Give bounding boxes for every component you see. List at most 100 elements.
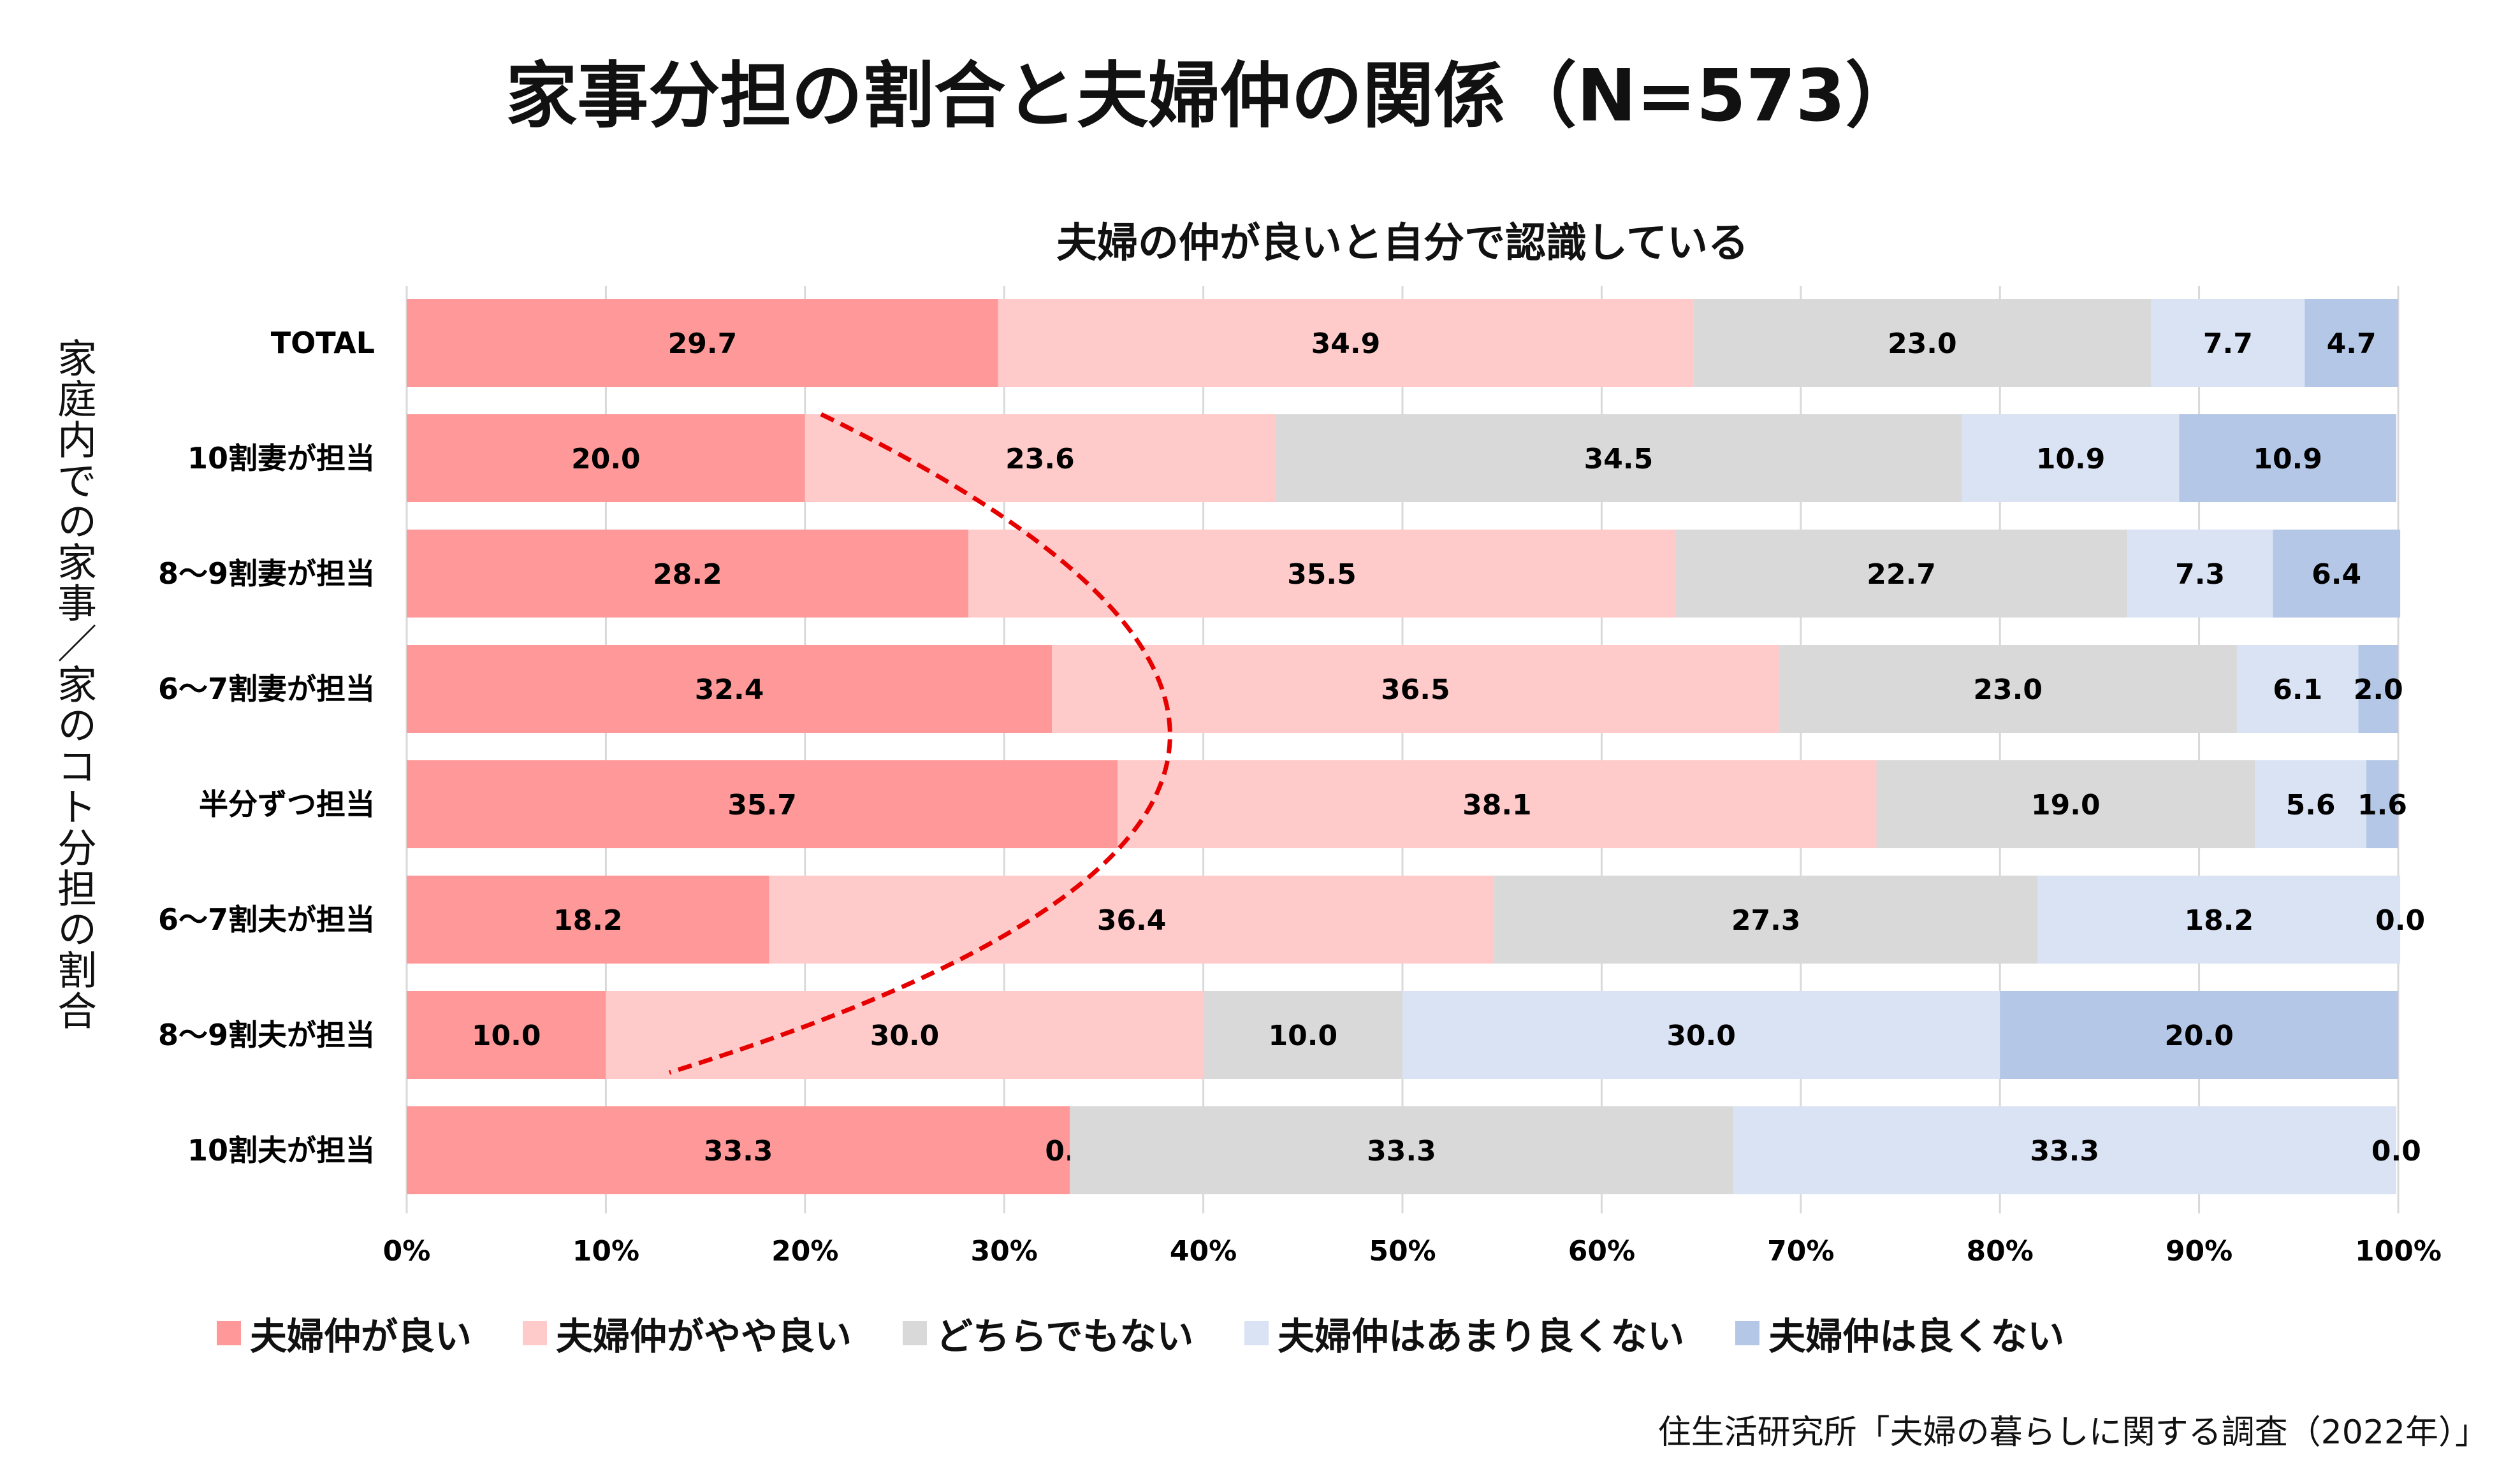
bar-segment xyxy=(407,991,606,1079)
bar-segment xyxy=(407,645,1052,733)
bar-segment xyxy=(407,299,998,387)
x-tick-label: 10% xyxy=(572,1235,639,1268)
legend-label: 夫婦仲はあまり良くない xyxy=(1278,1315,1685,1358)
bar-segment xyxy=(1070,1106,1733,1194)
data-label: 5.6 xyxy=(2286,789,2336,821)
data-label: 28.2 xyxy=(653,558,722,591)
bar-segment xyxy=(2127,530,2273,618)
bar-segment xyxy=(1779,645,2237,733)
bar-segment xyxy=(2366,760,2398,848)
x-tick-label: 30% xyxy=(971,1235,1038,1268)
legend-item: 夫婦仲が良い xyxy=(217,1306,472,1360)
bar-segment xyxy=(2151,299,2305,387)
legend-item: 夫婦仲がやや良い xyxy=(523,1306,852,1360)
data-label: 7.3 xyxy=(2175,558,2225,591)
data-label: 35.7 xyxy=(727,789,797,821)
bar-segment xyxy=(1402,991,2000,1079)
bar-segment xyxy=(968,530,1675,618)
data-label: 18.2 xyxy=(2185,904,2254,937)
source-note: 住生活研究所「夫婦の暮らしに関する調査（2022年）」 xyxy=(1657,1413,2488,1452)
bar-segment xyxy=(407,530,968,618)
data-label: 10.9 xyxy=(2253,443,2322,475)
bar-segment xyxy=(606,991,1204,1079)
data-label: 1.6 xyxy=(2357,789,2407,821)
bar-segment xyxy=(2000,991,2398,1079)
category-label: 6〜7割夫が担当 xyxy=(158,902,375,937)
data-label: 0.0 xyxy=(2371,1135,2421,1167)
bar-segment xyxy=(407,1106,1070,1194)
bar-segment xyxy=(1733,1106,2396,1194)
legend-label: どちらでもない xyxy=(936,1315,1194,1358)
bar-segment xyxy=(2305,299,2398,387)
category-label: TOTAL xyxy=(271,326,375,360)
bar-segment xyxy=(407,414,805,502)
bar-segment xyxy=(1693,299,2152,387)
data-label: 27.3 xyxy=(1731,904,1801,937)
legend-label: 夫婦仲がやや良い xyxy=(556,1315,852,1358)
bar-segment xyxy=(1275,414,1962,502)
data-label: 29.7 xyxy=(668,328,738,360)
dashed-trend-curve xyxy=(668,412,1172,1075)
chart-title: 夫婦の仲が良いと自分で認識している xyxy=(1056,220,1749,267)
data-label: 22.7 xyxy=(1867,558,1936,591)
data-label: 34.9 xyxy=(1311,328,1381,360)
bar-segment xyxy=(805,414,1276,502)
data-label: 23.6 xyxy=(1005,443,1075,475)
data-label: 6.1 xyxy=(2273,674,2322,706)
x-tick-label: 40% xyxy=(1170,1235,1237,1268)
x-tick-label: 50% xyxy=(1369,1235,1436,1268)
legend-label: 夫婦仲は良くない xyxy=(1768,1315,2065,1358)
category-label: 半分ずつ担当 xyxy=(199,787,375,821)
bar-segment xyxy=(1962,414,2180,502)
legend-label: 夫婦仲が良い xyxy=(250,1315,472,1358)
bar-segment xyxy=(2358,645,2398,733)
legend-swatch xyxy=(1735,1321,1760,1345)
data-label: 0.0 xyxy=(2375,904,2425,937)
legend: 夫婦仲が良い 夫婦仲がやや良い どちらでもない 夫婦仲はあまり良くない 夫婦仲は良くない xyxy=(217,1306,2064,1360)
bar-segment xyxy=(2037,876,2401,964)
data-label: 10.0 xyxy=(472,1020,541,1052)
data-label: 36.4 xyxy=(1097,904,1167,937)
data-label: 36.5 xyxy=(1381,674,1450,706)
data-label: 33.3 xyxy=(1367,1135,1436,1167)
legend-item: どちらでもない xyxy=(903,1306,1193,1360)
x-tick-label: 0% xyxy=(383,1235,431,1268)
legend-swatch xyxy=(523,1321,548,1345)
data-label: 20.0 xyxy=(2164,1020,2234,1052)
data-label: 34.5 xyxy=(1584,443,1654,475)
bar-segment xyxy=(1118,760,1877,848)
bar-segment xyxy=(407,760,1118,848)
data-label: 30.0 xyxy=(1666,1020,1736,1052)
data-label: 20.0 xyxy=(571,443,641,475)
data-label: 33.3 xyxy=(2030,1135,2099,1167)
page-title: 家事分担の割合と夫婦仲の関係（N=573） xyxy=(506,55,1917,138)
category-label: 8〜9割夫が担当 xyxy=(158,1018,375,1052)
data-label: 10.0 xyxy=(1269,1020,1338,1052)
legend-item: 夫婦仲は良くない xyxy=(1735,1306,2064,1360)
y-axis-label: 家庭内での家事／家のコト分担の割合 xyxy=(50,338,97,1031)
data-label: 19.0 xyxy=(2031,789,2101,821)
category-label: 10割妻が担当 xyxy=(187,441,375,475)
bar-segment xyxy=(1876,760,2255,848)
data-label: 2.0 xyxy=(2354,674,2403,706)
bar-segment xyxy=(998,299,1694,387)
bar-segment xyxy=(407,876,769,964)
category-label: 8〜9割妻が担当 xyxy=(158,556,375,591)
x-tick-label: 80% xyxy=(1967,1235,2034,1268)
x-tick-label: 100% xyxy=(2355,1235,2442,1268)
bar-segment xyxy=(2179,414,2396,502)
legend-swatch xyxy=(903,1321,928,1345)
data-label: 18.2 xyxy=(553,904,623,937)
bar-segment xyxy=(1203,991,1402,1079)
data-label: 30.0 xyxy=(870,1020,940,1052)
x-tick-label: 60% xyxy=(1568,1235,1635,1268)
x-tick-label: 20% xyxy=(771,1235,838,1268)
data-label: 7.7 xyxy=(2203,328,2253,360)
bar-segment xyxy=(1494,876,2038,964)
x-tick-label: 70% xyxy=(1767,1235,1834,1268)
legend-swatch xyxy=(217,1321,241,1345)
bar-segment xyxy=(1675,530,2128,618)
data-label: 6.4 xyxy=(2312,558,2361,591)
category-label: 6〜7割妻が担当 xyxy=(158,672,375,706)
